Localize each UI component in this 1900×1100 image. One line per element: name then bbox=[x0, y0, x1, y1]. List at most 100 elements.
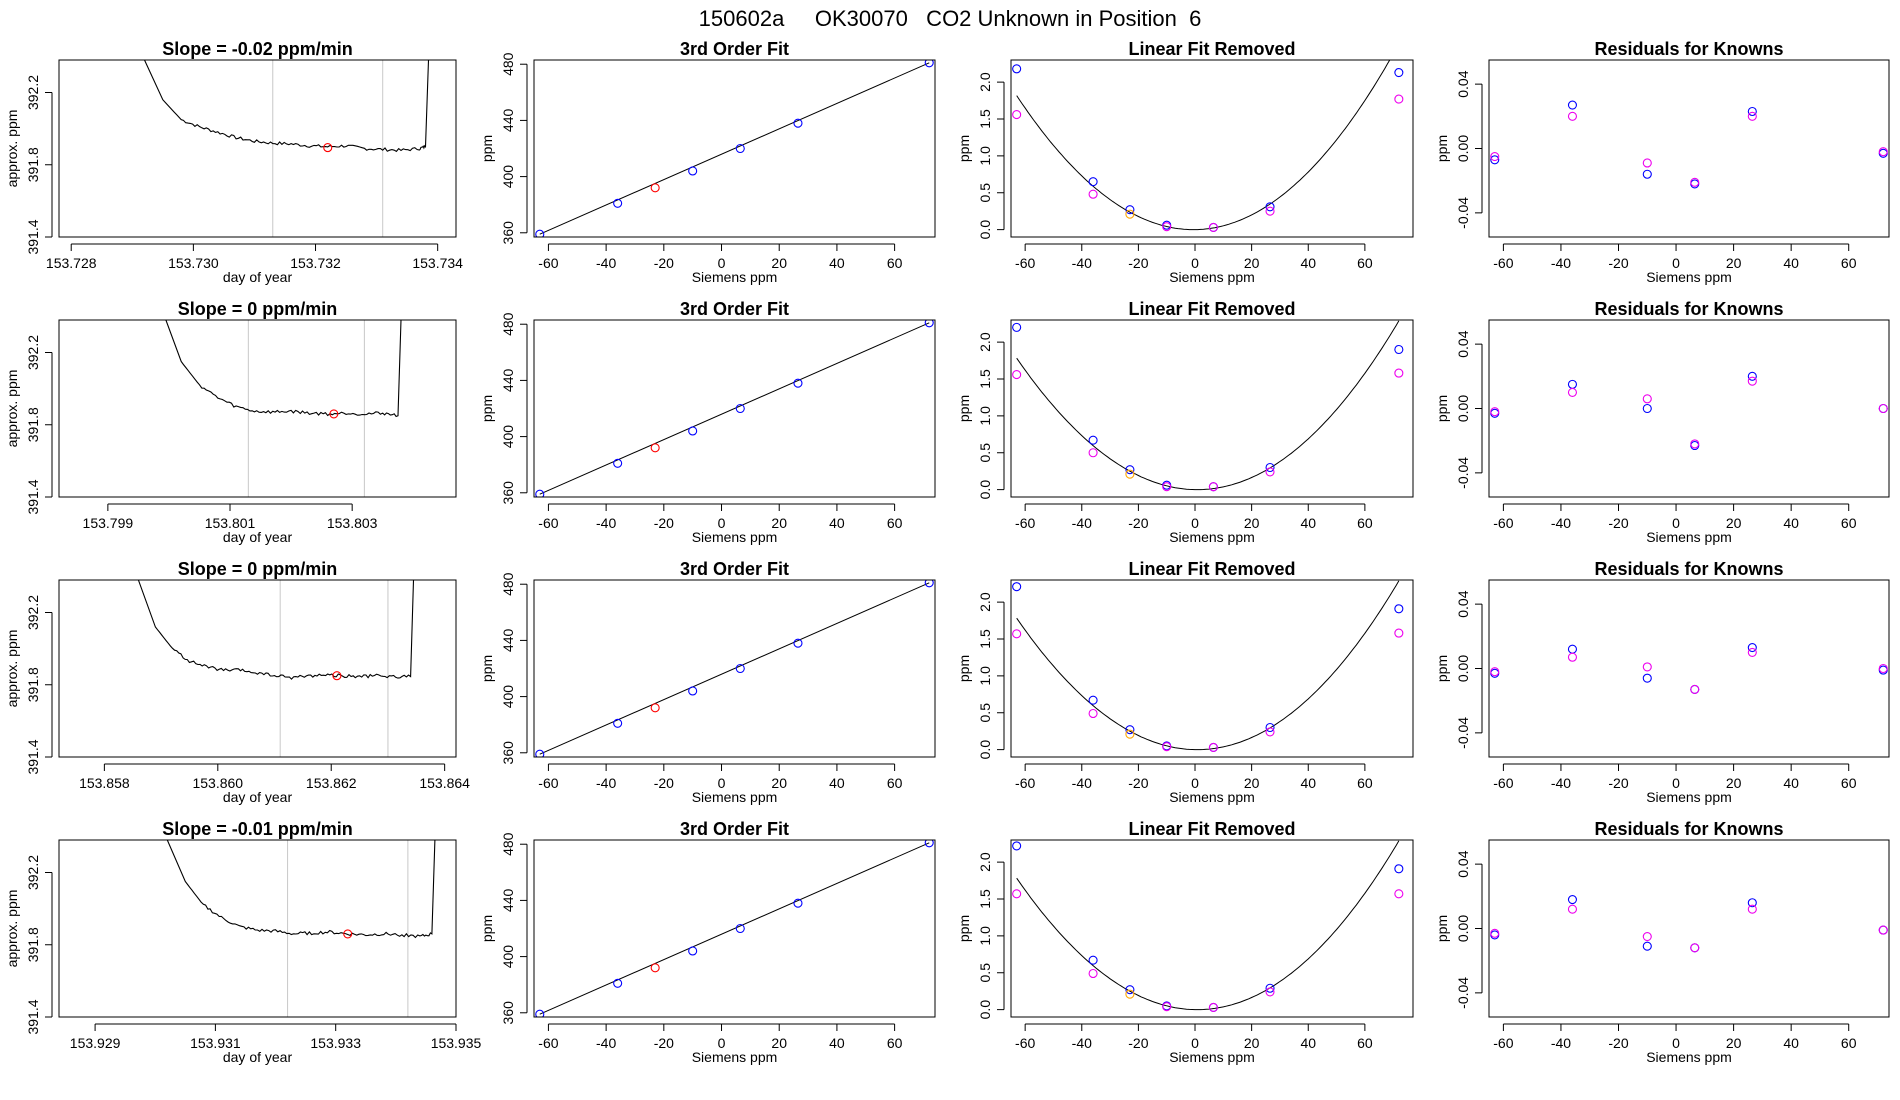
x-axis-label: Siemens ppm bbox=[1169, 529, 1255, 545]
y-tick-label: 360 bbox=[500, 221, 516, 245]
data-point bbox=[1162, 482, 1172, 492]
data-point bbox=[1088, 435, 1098, 445]
x-tick-label: -60 bbox=[538, 775, 558, 791]
data-point bbox=[1088, 968, 1098, 979]
plot-frame bbox=[1488, 839, 1890, 1018]
data-point bbox=[1690, 943, 1700, 953]
data-point bbox=[613, 458, 623, 468]
x-tick-label: 153.799 bbox=[83, 515, 134, 531]
plot-frame bbox=[58, 839, 457, 1018]
y-axis-label: approx. ppm bbox=[4, 890, 20, 968]
x-tick-label: 60 bbox=[1357, 515, 1373, 531]
data-point bbox=[1265, 983, 1275, 993]
x-tick-label: 20 bbox=[771, 1035, 787, 1051]
x-tick-label: 20 bbox=[771, 775, 787, 791]
data-point bbox=[1642, 394, 1652, 404]
signal-trace bbox=[144, 60, 430, 153]
y-axis-label: ppm bbox=[956, 915, 972, 942]
x-tick-label: 40 bbox=[829, 775, 845, 791]
x-tick-label: 153.864 bbox=[419, 775, 470, 791]
plot-frame bbox=[533, 839, 936, 1018]
data-point bbox=[1125, 205, 1135, 215]
x-axis-label: Siemens ppm bbox=[1646, 269, 1732, 285]
x-tick-label: 153.858 bbox=[79, 775, 130, 791]
x-tick-label: 153.862 bbox=[306, 775, 357, 791]
fit-curve bbox=[1016, 580, 1400, 751]
chart-title: Slope = 0 ppm/min bbox=[178, 559, 338, 579]
chart-panel-row1-col3: Linear Fit Removed -60 -40 -20 0 20 40 60 Siemen… bbox=[956, 39, 1414, 285]
data-point bbox=[1567, 652, 1578, 662]
chart-title: Residuals for Knowns bbox=[1594, 559, 1783, 579]
x-tick-label: -40 bbox=[596, 515, 616, 531]
plot-frame bbox=[58, 579, 457, 758]
y-tick-label: 0.04 bbox=[1455, 590, 1471, 617]
data-point bbox=[1490, 928, 1500, 938]
y-tick-label: 2.0 bbox=[977, 852, 993, 872]
plot-frame bbox=[533, 579, 936, 758]
x-tick-label: 60 bbox=[887, 1035, 903, 1051]
chart-panel-row1-col2: 3rd Order Fit -60 -40 -20 0 20 40 60 Siemens ppm… bbox=[479, 39, 936, 285]
y-tick-label: 0.5 bbox=[977, 703, 993, 723]
y-tick-label: -0.04 bbox=[1455, 197, 1471, 229]
x-tick-label: 153.935 bbox=[431, 1035, 482, 1051]
y-tick-label: 2.0 bbox=[977, 332, 993, 352]
fit-curve bbox=[1016, 320, 1400, 491]
x-tick-label: 153.730 bbox=[168, 255, 219, 271]
plot-area bbox=[1012, 60, 1404, 232]
y-axis-label: approx. ppm bbox=[4, 370, 20, 448]
data-point bbox=[1878, 925, 1888, 935]
y-tick-label: 391.8 bbox=[25, 407, 41, 442]
y-tick-label: 1.5 bbox=[977, 369, 993, 389]
x-axis-label: day of year bbox=[223, 789, 293, 805]
x-tick-label: -20 bbox=[654, 775, 674, 791]
unknown-marker bbox=[343, 929, 353, 939]
y-tick-label: 391.8 bbox=[25, 667, 41, 702]
plot-frame bbox=[533, 59, 936, 238]
chart-panel-row2-col3: Linear Fit Removed -60 -40 -20 0 20 40 60 Siemen… bbox=[956, 299, 1414, 545]
data-point bbox=[535, 229, 545, 237]
plot-area bbox=[1490, 894, 1888, 953]
x-tick-label: -40 bbox=[1072, 515, 1092, 531]
chart-panel-row4-col4: Residuals for Knowns -60 -40 -20 0 20 40 60 Siem… bbox=[1434, 819, 1890, 1065]
x-tick-label: 20 bbox=[1244, 515, 1260, 531]
data-point bbox=[1125, 469, 1135, 479]
data-point bbox=[613, 198, 623, 208]
x-tick-label: 20 bbox=[1244, 775, 1260, 791]
data-point bbox=[1567, 644, 1578, 654]
y-tick-label: 391.8 bbox=[25, 147, 41, 182]
data-point bbox=[1394, 889, 1404, 899]
data-point bbox=[1747, 904, 1757, 914]
plot-area bbox=[144, 60, 430, 237]
signal-trace bbox=[137, 580, 415, 680]
x-tick-label: 0 bbox=[1672, 515, 1680, 531]
y-tick-label: 0.00 bbox=[1455, 135, 1471, 162]
fit-line bbox=[539, 842, 930, 1015]
x-tick-label: 20 bbox=[1726, 515, 1742, 531]
plot-area bbox=[1490, 643, 1888, 694]
x-tick-label: -60 bbox=[1493, 255, 1513, 271]
chart-title: 3rd Order Fit bbox=[680, 819, 789, 839]
data-point bbox=[1125, 465, 1135, 475]
data-point bbox=[1567, 387, 1578, 397]
y-tick-label: 400 bbox=[500, 425, 516, 449]
x-axis-label: Siemens ppm bbox=[692, 269, 778, 285]
chart-title: 3rd Order Fit bbox=[680, 559, 789, 579]
chart-title: Residuals for Knowns bbox=[1594, 39, 1783, 59]
plot-area bbox=[1012, 580, 1404, 752]
data-point bbox=[793, 898, 803, 908]
y-tick-label: 440 bbox=[500, 889, 516, 913]
data-point bbox=[1394, 864, 1404, 874]
x-axis-label: Siemens ppm bbox=[1169, 269, 1255, 285]
y-tick-label: 392.2 bbox=[25, 855, 41, 890]
unknown-marker bbox=[329, 409, 339, 419]
data-point bbox=[924, 580, 934, 588]
data-point bbox=[1088, 708, 1098, 719]
data-point bbox=[1567, 904, 1578, 914]
data-point bbox=[1012, 889, 1022, 899]
data-point bbox=[1088, 177, 1098, 187]
x-axis-label: Siemens ppm bbox=[1646, 1049, 1732, 1065]
data-point bbox=[1088, 189, 1098, 199]
data-point bbox=[1125, 729, 1135, 739]
data-point bbox=[613, 718, 623, 728]
